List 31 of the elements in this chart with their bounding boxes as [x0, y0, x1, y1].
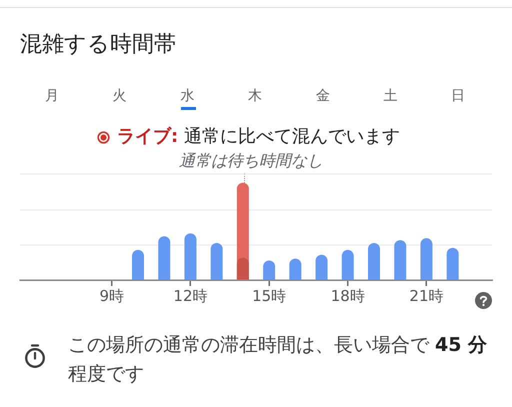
bar	[158, 236, 170, 280]
bar	[236, 258, 249, 280]
text: 45 分	[435, 334, 488, 356]
text: 金	[314, 87, 331, 106]
text: 通常に比べて混んでいます	[184, 126, 400, 147]
bar	[210, 243, 223, 280]
text: 土	[382, 87, 398, 106]
text: 木	[247, 87, 264, 106]
bar	[132, 250, 144, 280]
text: ライブ:	[117, 126, 178, 147]
x-tick-label: 12時	[173, 286, 208, 305]
text: 通常は待ち時間なし	[178, 150, 324, 172]
bar	[368, 243, 380, 280]
text: 程度です	[68, 362, 145, 387]
text: 日	[450, 87, 466, 106]
bar	[289, 258, 302, 280]
bar	[420, 238, 432, 280]
text: 月	[44, 87, 60, 106]
text: 水	[179, 87, 196, 106]
x-tick-label: 9時	[100, 286, 124, 305]
bar	[446, 248, 459, 280]
bar	[316, 254, 328, 280]
text: 火	[112, 87, 128, 106]
bar	[342, 250, 354, 280]
chart-title: 混雑する時間帯	[20, 31, 176, 59]
text: この場所の通常の滞在時間は、長い場合で	[68, 334, 429, 356]
bar	[184, 233, 196, 280]
x-tick-label: 15時	[252, 286, 286, 305]
bar	[394, 240, 406, 280]
x-tick-label: 21時	[409, 286, 444, 305]
x-tick-label: 18時	[330, 286, 365, 305]
